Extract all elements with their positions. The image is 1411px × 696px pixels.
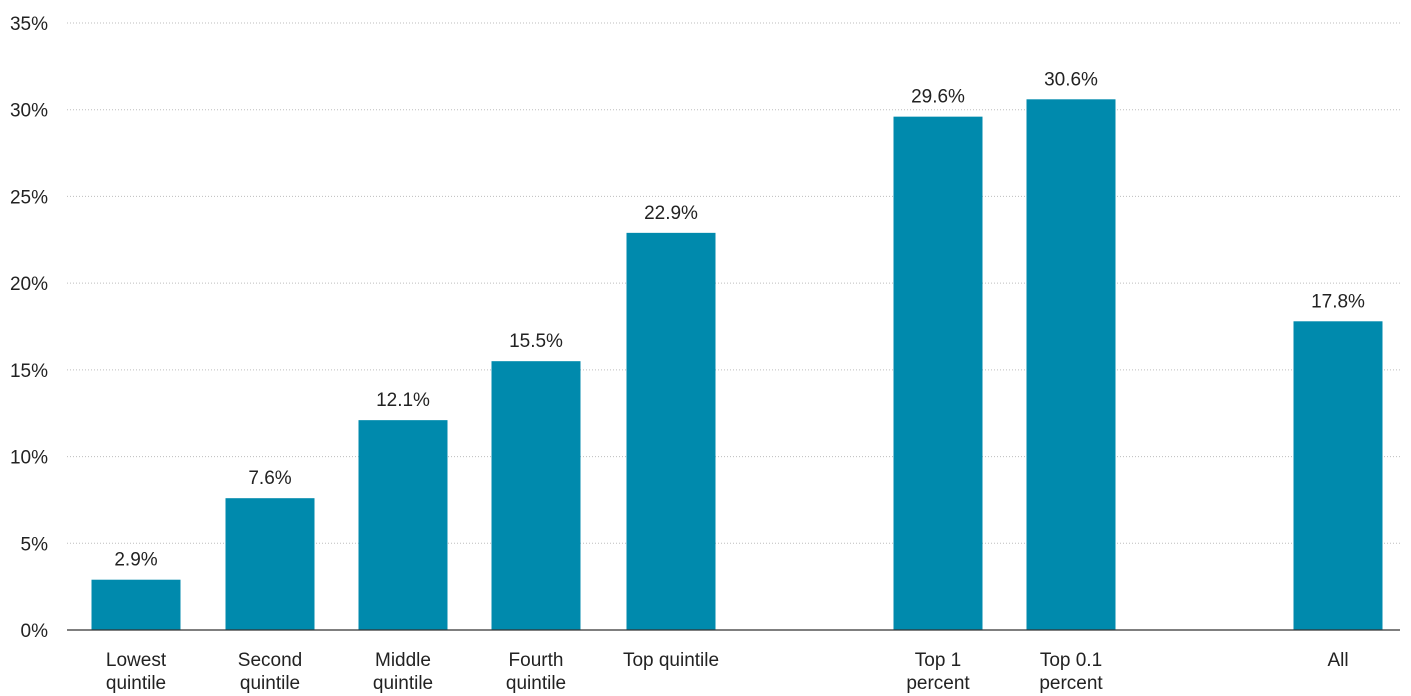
bar (1293, 321, 1383, 630)
y-tick-label: 0% (21, 621, 49, 642)
y-axis-tick-labels: 0% 5% 10% 15% 20% 25% 30% 35% (10, 14, 48, 642)
y-tick-label: 25% (10, 187, 48, 208)
category-label: Top 0.1 percent (1039, 650, 1103, 694)
bars (91, 99, 1383, 630)
x-axis-category-labels: Lowest quintile Second quintile Middle quinti… (106, 650, 1349, 694)
y-tick-label: 5% (21, 534, 49, 555)
bar (1026, 99, 1116, 630)
category-label: Top quintile (623, 650, 719, 671)
gridlines (67, 22, 1400, 544)
data-label: 30.6% (1044, 69, 1098, 90)
y-tick-label: 20% (10, 274, 48, 295)
data-label: 22.9% (644, 203, 698, 224)
bar (626, 232, 716, 630)
bar (225, 498, 315, 630)
y-tick-label: 15% (10, 361, 48, 382)
category-label: Second quintile (238, 650, 302, 694)
data-labels: 2.9% 7.6% 12.1% 15.5% 22.9% 29.6% 30.6% 17.8% (114, 69, 1365, 570)
category-label: Middle quintile (373, 650, 433, 694)
category-label: All (1327, 650, 1348, 671)
category-label: Top 1 percent (906, 650, 970, 694)
y-tick-label: 30% (10, 101, 48, 122)
category-label: Lowest quintile (106, 650, 167, 694)
data-label: 12.1% (376, 390, 430, 411)
bar (91, 579, 181, 630)
bar (491, 361, 581, 630)
y-tick-label: 10% (10, 448, 48, 469)
data-label: 29.6% (911, 87, 965, 108)
data-label: 15.5% (509, 331, 563, 352)
category-label: Fourth quintile (506, 650, 566, 694)
bar (358, 420, 448, 630)
y-tick-label: 35% (10, 14, 48, 35)
data-label: 2.9% (114, 550, 157, 571)
data-label: 17.8% (1311, 291, 1365, 312)
bar (893, 116, 983, 630)
data-label: 7.6% (248, 468, 291, 489)
